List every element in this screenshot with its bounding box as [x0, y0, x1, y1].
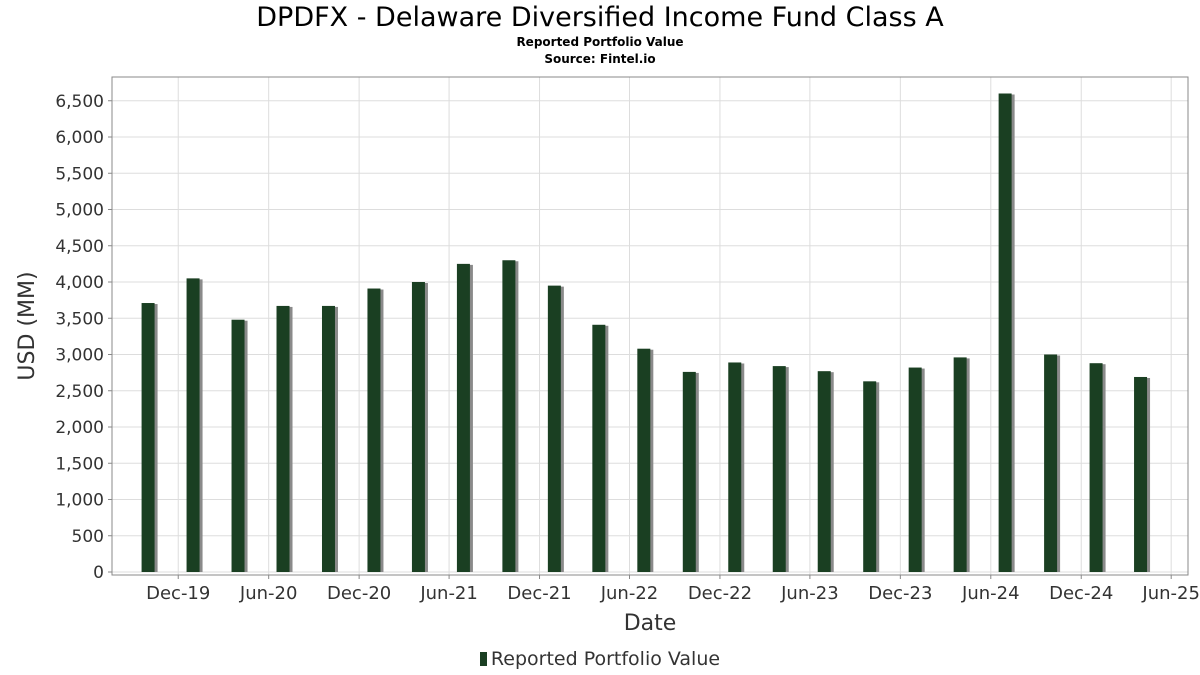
- bar: [367, 288, 381, 572]
- bar: [772, 366, 786, 572]
- x-tick-label: Jun-23: [780, 583, 839, 604]
- bar: [1044, 354, 1058, 572]
- bar: [231, 319, 245, 572]
- bar: [411, 282, 425, 572]
- legend-swatch: [479, 652, 487, 666]
- y-tick-label: 4,500: [55, 237, 104, 257]
- bar: [1089, 363, 1103, 572]
- x-tick-label: Dec-21: [507, 583, 571, 604]
- bar: [592, 324, 606, 572]
- y-tick-label: 6,500: [55, 92, 104, 112]
- x-tick-label: Dec-20: [327, 583, 391, 604]
- bar: [637, 348, 651, 572]
- bar: [141, 303, 155, 572]
- x-axis-label: Date: [624, 611, 677, 636]
- bar: [953, 357, 967, 572]
- x-tick-label: Jun-22: [600, 583, 659, 604]
- bar: [1134, 376, 1148, 572]
- plot-area: [111, 76, 1189, 576]
- bar: [863, 381, 877, 572]
- bar: [817, 371, 831, 572]
- y-tick-label: 4,000: [55, 273, 104, 293]
- bar: [502, 260, 516, 572]
- chart-subtitle: Reported Portfolio Value: [516, 35, 684, 49]
- x-axis: Dec-19 Jun-20 Dec-20 Jun-21 Dec-21 Jun-22 Dec-…: [146, 575, 1200, 604]
- y-tick-label: 6,000: [55, 128, 104, 148]
- x-tick-label: Jun-20: [239, 583, 298, 604]
- x-tick-label: Dec-23: [868, 583, 932, 604]
- bar: [728, 362, 742, 572]
- bar: [321, 305, 335, 572]
- legend: Reported Portfolio Value: [0, 648, 1200, 670]
- y-tick-label: 2,000: [55, 418, 104, 438]
- y-tick-label: 3,000: [55, 346, 104, 366]
- y-tick-label: 5,000: [55, 201, 104, 221]
- chart-title: DPDFX - Delaware Diversified Income Fund…: [256, 2, 944, 33]
- bar: [908, 367, 922, 572]
- legend-label: Reported Portfolio Value: [490, 648, 721, 670]
- x-tick-label: Dec-24: [1049, 583, 1113, 604]
- y-tick-label: 1,000: [55, 491, 104, 511]
- bar: [682, 371, 696, 572]
- x-tick-label: Jun-25: [1141, 583, 1200, 604]
- y-axis: 0 500 1,000 1,500 2,000 2,500 3,000 3,500 4,000 4…: [55, 92, 112, 583]
- y-tick-label: 1,500: [55, 454, 104, 474]
- bar: [998, 93, 1012, 572]
- x-tick-label: Dec-22: [688, 583, 752, 604]
- y-tick-label: 500: [72, 527, 104, 547]
- chart-source: Source: Fintel.io: [544, 52, 656, 66]
- x-tick-label: Jun-21: [419, 583, 478, 604]
- x-tick-label: Jun-24: [961, 583, 1020, 604]
- bar: [547, 285, 561, 572]
- y-tick-label: 3,500: [55, 309, 104, 329]
- bar: [276, 305, 290, 572]
- bars: [141, 93, 1151, 572]
- y-tick-label: 0: [93, 563, 104, 583]
- y-axis-label: USD (MM): [15, 271, 40, 380]
- y-tick-label: 5,500: [55, 164, 104, 184]
- bar: [456, 263, 470, 572]
- bar: [186, 278, 200, 572]
- y-tick-label: 2,500: [55, 382, 104, 402]
- x-tick-label: Dec-19: [146, 583, 210, 604]
